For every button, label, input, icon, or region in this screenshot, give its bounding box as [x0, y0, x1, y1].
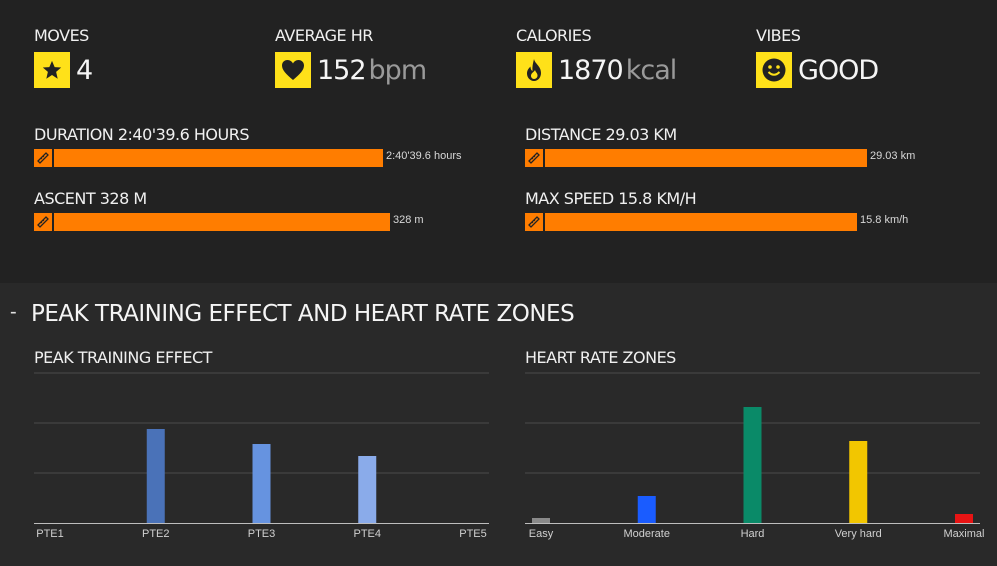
distance-label: DISTANCE 29.03 KM: [525, 125, 677, 144]
tick-label: PTE3: [248, 528, 276, 540]
ruler-icon: [525, 149, 543, 167]
tick-label: Easy: [529, 528, 554, 540]
bar-very-hard[interactable]: [849, 441, 868, 523]
duration-value: 2:40'39.6 hours: [386, 150, 462, 162]
heart-icon: [275, 52, 311, 88]
stat-label: VIBES: [756, 26, 801, 45]
stat-average-hr: AVERAGE HR 152 bpm: [275, 26, 428, 88]
ascent-bar: 328 m: [34, 213, 489, 231]
star-icon: [34, 52, 70, 88]
ascent-label: ASCENT 328 M: [34, 189, 147, 208]
tick-label: Maximal: [944, 528, 985, 540]
tick-label: PTE2: [142, 528, 170, 540]
tick-label: Very hard: [835, 528, 882, 540]
bar-hard[interactable]: [743, 407, 762, 523]
stat-moves: MOVES 4: [34, 26, 95, 88]
bar-moderate[interactable]: [637, 496, 656, 523]
stat-unit: bpm: [368, 54, 428, 86]
ruler-icon: [525, 213, 543, 231]
max-speed-fill: [545, 213, 857, 231]
bar-maximal[interactable]: [955, 514, 973, 523]
stat-label: MOVES: [34, 26, 89, 45]
hr-chart: Easy Moderate Hard Very hard Maximal: [525, 372, 984, 540]
tick-label: PTE1: [36, 528, 64, 540]
stat-vibes: VIBES GOOD: [756, 26, 881, 88]
bar-easy[interactable]: [532, 518, 550, 523]
tick-label: Moderate: [624, 528, 670, 540]
max-speed-value: 15.8 km/h: [860, 214, 909, 226]
tick-label: PTE4: [353, 528, 381, 540]
distance-bar: 29.03 km: [525, 149, 980, 167]
stat-unit: kcal: [625, 54, 678, 86]
bar-pte4[interactable]: [358, 456, 377, 523]
summary-panel: MOVES 4 AVERAGE HR 152 bpm CALORIES 1870…: [34, 26, 980, 231]
smiley-icon: [756, 52, 792, 88]
stat-label: CALORIES: [516, 26, 592, 45]
stat-value: 4: [76, 54, 93, 86]
hr-chart-title: HEART RATE ZONES: [525, 348, 676, 367]
duration-bar: 2:40'39.6 hours: [34, 149, 489, 167]
pte-chart-title: PEAK TRAINING EFFECT: [34, 348, 212, 367]
bar-pte3[interactable]: [252, 444, 271, 523]
ascent-value: 328 m: [393, 214, 424, 226]
stat-label: AVERAGE HR: [275, 26, 373, 45]
ascent-fill: [54, 213, 390, 231]
distance-fill: [545, 149, 867, 167]
ruler-icon: [34, 213, 52, 231]
max-speed-label: MAX SPEED 15.8 KM/H: [525, 189, 697, 208]
max-speed-bar: 15.8 km/h: [525, 213, 980, 231]
tick-label: PTE5: [459, 528, 487, 540]
duration-label: DURATION 2:40'39.6 HOURS: [34, 125, 250, 144]
section-title: PEAK TRAINING EFFECT AND HEART RATE ZONE…: [31, 301, 575, 327]
stat-calories: CALORIES 1870 kcal: [516, 26, 678, 88]
tick-label: Hard: [741, 528, 765, 540]
duration-fill: [54, 149, 383, 167]
ruler-icon: [34, 149, 52, 167]
stat-value: 152: [317, 54, 367, 86]
pte-chart: PTE1 PTE2 PTE3 PTE4 PTE5: [34, 372, 489, 540]
stat-value: 1870: [558, 54, 624, 86]
bar-pte2[interactable]: [146, 429, 165, 523]
collapse-toggle[interactable]: -: [10, 301, 17, 323]
flame-icon: [516, 52, 552, 88]
distance-value: 29.03 km: [870, 150, 916, 162]
stat-value: GOOD: [798, 54, 879, 86]
